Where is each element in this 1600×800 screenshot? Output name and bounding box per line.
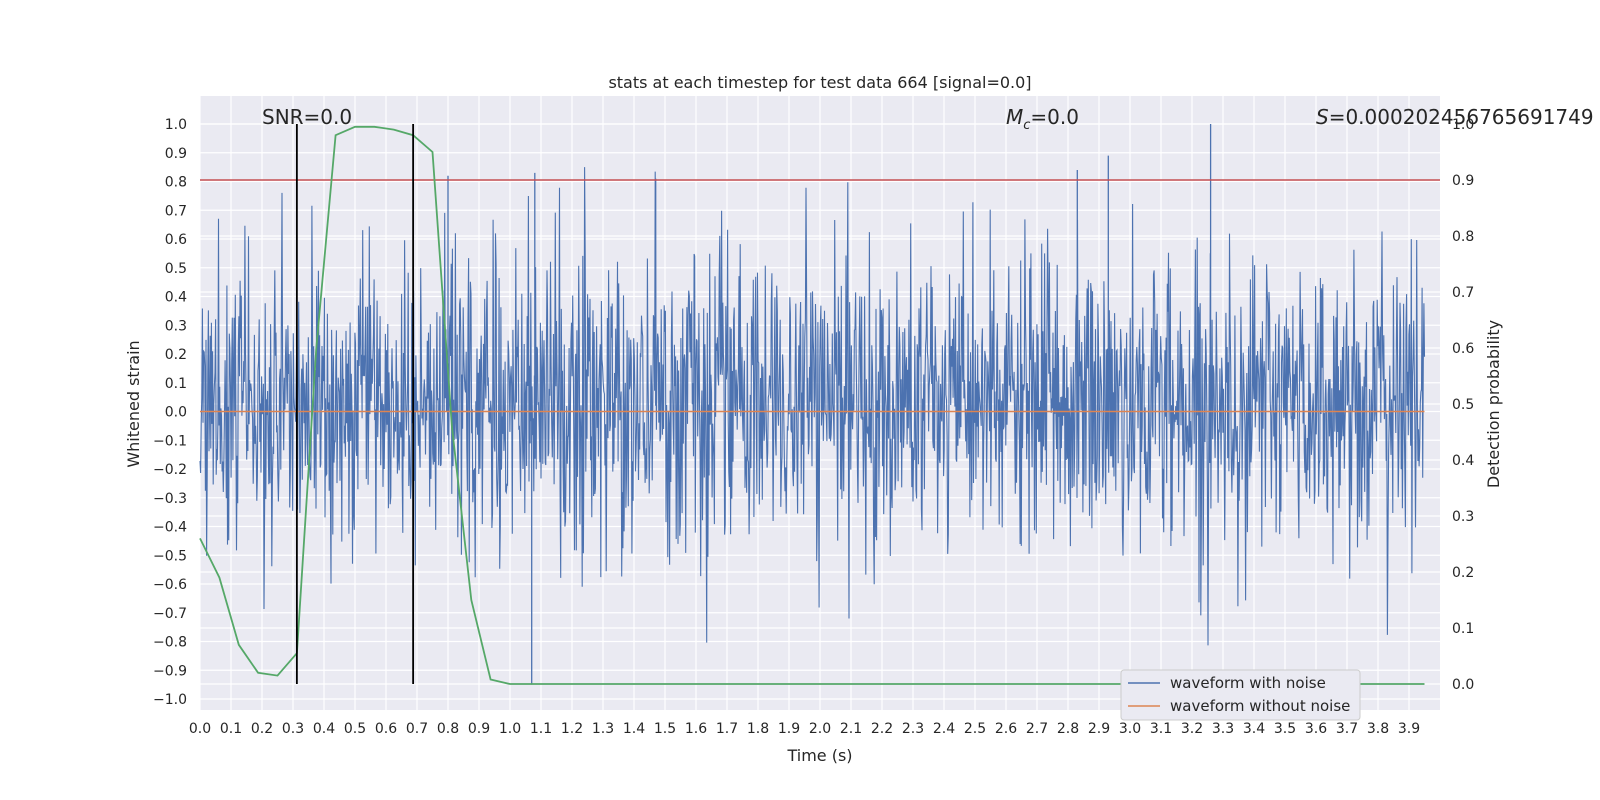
y-tick-label-left: −1.0 <box>153 692 187 708</box>
y-axis-right-label: Detection probability <box>1484 320 1503 488</box>
x-tick-label: 1.8 <box>747 721 769 737</box>
x-tick-label: 3.0 <box>1119 721 1141 737</box>
y-tick-label-left: −0.2 <box>153 462 187 478</box>
x-tick-label: 0.5 <box>344 721 366 737</box>
y-tick-label-left: 0.9 <box>165 146 187 162</box>
x-tick-label: 2.3 <box>902 721 924 737</box>
x-tick-label: 0.4 <box>313 721 335 737</box>
y-tick-label-left: 0.7 <box>165 203 187 219</box>
x-tick-label: 2.1 <box>840 721 862 737</box>
y-tick-label-right: 0.0 <box>1452 677 1474 693</box>
x-tick-label: 3.5 <box>1274 721 1296 737</box>
legend-label-noise: waveform with noise <box>1170 674 1326 692</box>
x-tick-label: 2.5 <box>964 721 986 737</box>
x-tick-label: 0.7 <box>406 721 428 737</box>
x-axis-label: Time (s) <box>786 746 852 765</box>
s-annotation: S=0.000202456765691749 <box>1316 105 1594 129</box>
x-tick-label: 3.4 <box>1243 721 1265 737</box>
x-axis-ticks: 0.0 0.1 0.2 0.3 0.4 0.5 0.6 0.7 0.8 0.9 1.0 1.1 1.2 1… <box>189 721 1420 737</box>
x-tick-label: 0.1 <box>220 721 242 737</box>
y-tick-label-right: 0.9 <box>1452 173 1474 189</box>
x-tick-label: 1.1 <box>530 721 552 737</box>
y-tick-label-left: −0.4 <box>153 520 187 536</box>
y-tick-label-left: −0.5 <box>153 548 187 564</box>
x-tick-label: 2.4 <box>933 721 955 737</box>
y-tick-label-right: 0.8 <box>1452 229 1474 245</box>
x-tick-label: 2.0 <box>809 721 831 737</box>
y-tick-label-left: −0.7 <box>153 606 187 622</box>
s-value: =0.00020245676569174 <box>1329 105 1581 129</box>
detection-probability-line <box>199 125 1425 685</box>
legend-box <box>1120 669 1361 721</box>
x-tick-label: 2.6 <box>995 721 1017 737</box>
snr-annotation: SNR=0.0 <box>262 105 352 129</box>
x-tick-label: 3.2 <box>1181 721 1203 737</box>
y-tick-label-right: 0.2 <box>1452 565 1474 581</box>
x-tick-label: 0.2 <box>251 721 273 737</box>
y-tick-label-left: 0.0 <box>165 405 187 421</box>
y-tick-label-right: 0.4 <box>1452 453 1474 469</box>
y-tick-label-right: 0.7 <box>1452 285 1474 301</box>
x-tick-label: 1.2 <box>561 721 583 737</box>
x-tick-label: 1.7 <box>716 721 738 737</box>
x-tick-label: 3.8 <box>1367 721 1389 737</box>
y-tick-label-left: −0.9 <box>153 663 187 679</box>
x-tick-label: 2.7 <box>1026 721 1048 737</box>
y-tick-label-right: 0.3 <box>1452 509 1474 525</box>
s-symbol: S <box>1316 105 1329 129</box>
legend-label-clean: waveform without noise <box>1170 697 1350 715</box>
x-tick-label: 0.6 <box>375 721 397 737</box>
y-axis-right-ticks: 1.0 0.9 0.8 0.7 0.6 0.5 0.4 0.3 0.2 0.1 0.0 <box>1452 117 1474 693</box>
x-tick-label: 1.6 <box>685 721 707 737</box>
mc-annotation: Mc=0.0 <box>1006 105 1079 133</box>
mc-subscript: c <box>1023 118 1030 133</box>
y-tick-label-left: −0.1 <box>153 433 187 449</box>
x-tick-label: 0.3 <box>282 721 304 737</box>
mc-value: =0.0 <box>1030 105 1079 129</box>
s-value-tail: 9 <box>1581 105 1594 129</box>
y-tick-label-left: −0.6 <box>153 577 187 593</box>
x-tick-label: 2.8 <box>1057 721 1079 737</box>
y-tick-label-left: −0.3 <box>153 491 187 507</box>
y-tick-label-left: 0.5 <box>165 261 187 277</box>
x-tick-label: 1.4 <box>623 721 645 737</box>
y-tick-label-left: 0.1 <box>165 376 187 392</box>
x-tick-label: 3.7 <box>1336 721 1358 737</box>
waveform-with-noise-series <box>199 124 1426 685</box>
x-tick-label: 3.9 <box>1398 721 1420 737</box>
x-tick-label: 3.1 <box>1150 721 1172 737</box>
y-tick-label-left: −0.8 <box>153 635 187 651</box>
y-tick-label-right: 0.6 <box>1452 341 1474 357</box>
chart-title: stats at each timestep for test data 664… <box>608 73 1031 92</box>
mc-symbol: M <box>1006 105 1023 129</box>
y-axis-left-ticks: 1.0 0.9 0.8 0.7 0.6 0.5 0.4 0.3 0.2 0.1 0.0 −0.1 −0.… <box>153 117 187 708</box>
y-tick-label-left: 1.0 <box>165 117 187 133</box>
x-tick-label: 0.0 <box>189 721 211 737</box>
x-tick-label: 1.5 <box>654 721 676 737</box>
y-tick-label-left: 0.3 <box>165 318 187 334</box>
y-tick-label-left: 0.8 <box>165 175 187 191</box>
y-tick-label-left: 0.6 <box>165 232 187 248</box>
x-tick-label: 2.2 <box>871 721 893 737</box>
y-tick-label-left: 0.4 <box>165 290 187 306</box>
x-tick-label: 1.9 <box>778 721 800 737</box>
x-tick-label: 0.8 <box>437 721 459 737</box>
x-tick-label: 2.9 <box>1088 721 1110 737</box>
x-tick-label: 3.6 <box>1305 721 1327 737</box>
legend: waveform with noise waveform without noi… <box>1120 669 1361 721</box>
noise-waveform-line <box>199 167 1426 646</box>
y-tick-label-left: 0.2 <box>165 347 187 363</box>
overlay-lines <box>199 124 1440 685</box>
x-tick-label: 1.0 <box>499 721 521 737</box>
y-tick-label-right: 1.0 <box>1452 117 1474 133</box>
y-tick-label-right: 0.5 <box>1452 397 1474 413</box>
x-tick-label: 3.3 <box>1212 721 1234 737</box>
y-axis-left-label: Whitened strain <box>124 340 143 467</box>
x-tick-label: 1.3 <box>592 721 614 737</box>
x-tick-label: 0.9 <box>468 721 490 737</box>
y-tick-label-right: 0.1 <box>1452 621 1474 637</box>
